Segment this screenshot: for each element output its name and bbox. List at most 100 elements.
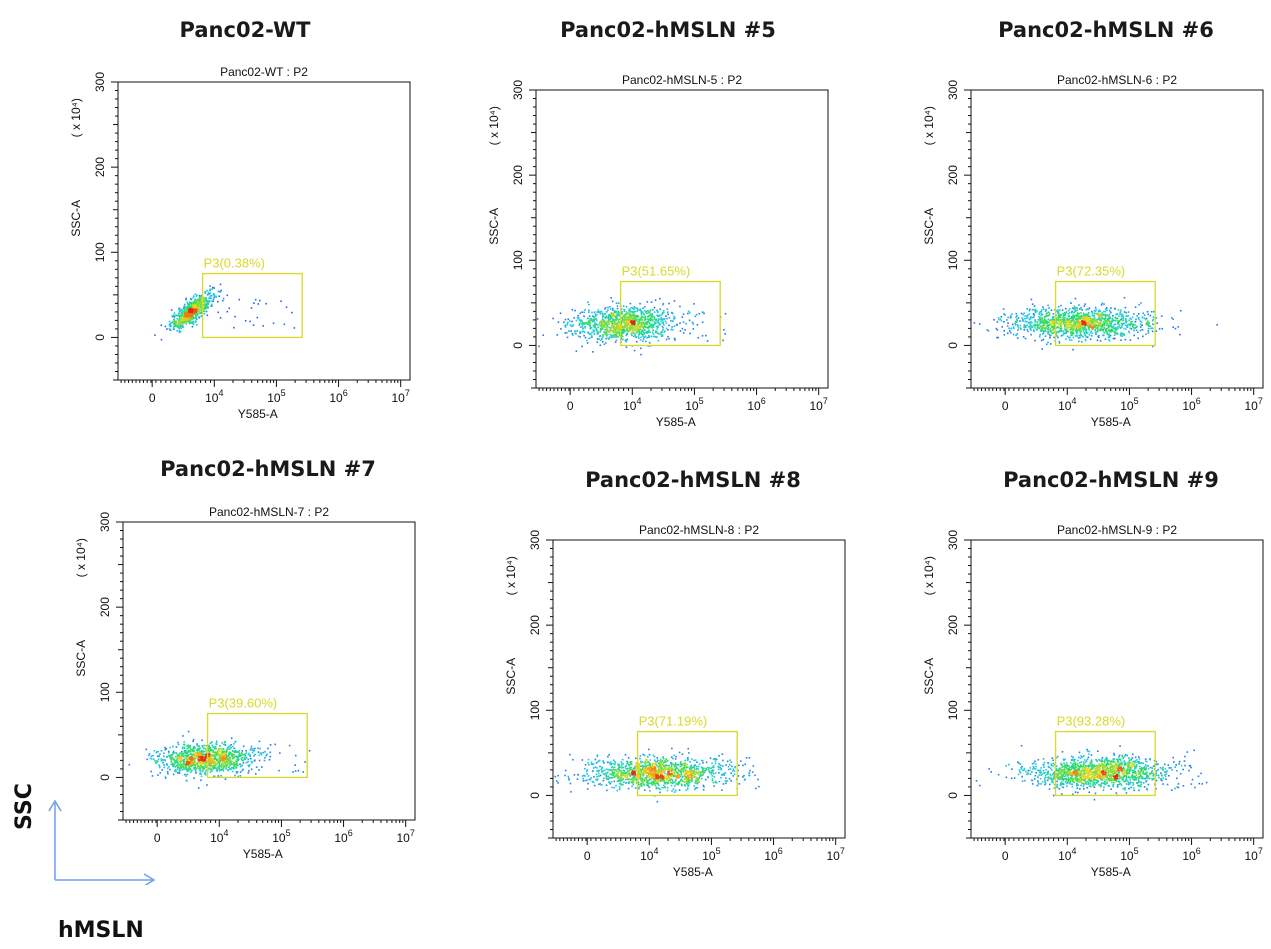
event-dot bbox=[1156, 322, 1159, 324]
event-dot bbox=[625, 346, 628, 349]
event-dot bbox=[1073, 322, 1076, 324]
event-dot bbox=[613, 326, 615, 329]
event-dot bbox=[1103, 331, 1106, 334]
event-dot bbox=[594, 322, 597, 325]
event-dot bbox=[1029, 317, 1032, 320]
event-dot bbox=[200, 751, 202, 753]
event-dot bbox=[591, 763, 593, 766]
event-dot bbox=[1094, 328, 1097, 331]
event-dot bbox=[203, 307, 206, 310]
event-dot bbox=[1016, 315, 1018, 317]
event-dot bbox=[687, 747, 689, 750]
event-dot bbox=[1119, 327, 1122, 329]
event-dot bbox=[185, 312, 188, 314]
event-dot bbox=[189, 317, 192, 319]
event-dot bbox=[183, 750, 186, 752]
event-dot bbox=[183, 306, 186, 309]
event-dot bbox=[623, 309, 626, 312]
event-dot bbox=[177, 765, 179, 768]
event-dot bbox=[1057, 312, 1060, 314]
event-dot bbox=[168, 320, 171, 323]
event-dot bbox=[1129, 323, 1131, 326]
event-dot bbox=[626, 318, 629, 320]
event-dot bbox=[214, 755, 217, 757]
event-dot bbox=[649, 317, 651, 320]
event-dot bbox=[610, 321, 613, 323]
x-tick-label: 107 bbox=[391, 388, 409, 405]
event-dot bbox=[181, 316, 183, 318]
event-dot bbox=[628, 327, 631, 330]
event-dot bbox=[622, 305, 625, 307]
event-dot bbox=[674, 338, 676, 341]
event-dot bbox=[1052, 332, 1054, 334]
event-dot bbox=[1034, 323, 1036, 326]
event-dot bbox=[1096, 339, 1099, 342]
event-dot bbox=[579, 336, 581, 338]
event-dot bbox=[211, 741, 213, 743]
event-dot bbox=[1172, 318, 1174, 321]
event-dot bbox=[640, 311, 643, 314]
event-dot bbox=[1069, 324, 1072, 326]
event-dot bbox=[672, 788, 675, 790]
event-dot bbox=[632, 323, 634, 325]
event-dot bbox=[1022, 335, 1025, 338]
event-dot bbox=[1048, 314, 1051, 316]
event-dot bbox=[1043, 327, 1046, 329]
event-dot bbox=[1082, 336, 1084, 338]
event-dot bbox=[653, 323, 655, 326]
event-dot bbox=[1049, 335, 1052, 337]
event-dot bbox=[1121, 323, 1124, 325]
event-dot bbox=[616, 313, 618, 315]
event-dot bbox=[618, 311, 620, 314]
event-dot bbox=[656, 325, 659, 327]
event-dot bbox=[1078, 323, 1080, 326]
event-dot bbox=[1079, 324, 1081, 326]
y-tick-label: 200 bbox=[98, 597, 112, 617]
event-dot bbox=[610, 312, 613, 314]
event-dot bbox=[676, 764, 678, 766]
event-dot bbox=[1043, 318, 1046, 321]
event-dot bbox=[1104, 338, 1107, 341]
event-dot bbox=[643, 313, 645, 315]
event-dot bbox=[1086, 324, 1089, 327]
event-dot bbox=[183, 758, 186, 760]
event-dot bbox=[1094, 331, 1097, 334]
event-dot bbox=[247, 772, 250, 774]
event-dot bbox=[182, 312, 184, 315]
event-dot bbox=[703, 312, 705, 315]
event-dot bbox=[197, 747, 199, 750]
event-dot bbox=[1022, 313, 1025, 316]
event-dot bbox=[179, 315, 182, 318]
event-dot bbox=[213, 764, 215, 767]
event-dot bbox=[151, 775, 154, 777]
event-dot bbox=[1039, 316, 1041, 319]
event-dot bbox=[625, 782, 627, 784]
event-dot bbox=[605, 331, 608, 333]
event-dot bbox=[187, 747, 190, 749]
event-dot bbox=[564, 332, 567, 334]
event-dot bbox=[226, 294, 229, 297]
event-dot bbox=[648, 325, 650, 328]
event-dot bbox=[1147, 332, 1150, 334]
event-dot bbox=[205, 754, 207, 757]
event-dot bbox=[1094, 318, 1096, 321]
event-dot bbox=[1107, 336, 1110, 339]
event-dot bbox=[1102, 321, 1105, 323]
event-dot bbox=[239, 755, 241, 757]
event-dot bbox=[189, 771, 192, 774]
event-dot bbox=[169, 746, 171, 749]
event-dot bbox=[175, 746, 178, 748]
event-dot bbox=[1045, 322, 1048, 325]
event-dot bbox=[233, 750, 235, 753]
event-dot bbox=[210, 768, 213, 771]
event-dot bbox=[644, 319, 646, 321]
event-dot bbox=[160, 759, 163, 762]
event-dot bbox=[643, 323, 646, 325]
event-dot bbox=[617, 319, 620, 321]
event-dot bbox=[199, 296, 201, 299]
event-dot bbox=[616, 318, 618, 321]
event-dot bbox=[638, 337, 640, 339]
event-dot bbox=[581, 311, 583, 313]
event-dot bbox=[652, 329, 655, 331]
event-dot bbox=[1100, 304, 1103, 306]
